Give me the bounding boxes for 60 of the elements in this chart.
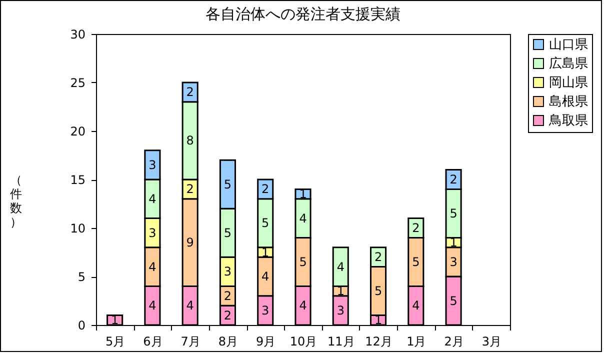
data-label: 8	[186, 134, 194, 148]
data-label: 3	[336, 303, 344, 318]
y-tick-label: 10	[70, 222, 86, 236]
legend-label: 岡山県	[549, 76, 588, 90]
legend-label: 鳥取県	[548, 114, 588, 128]
data-label: 2	[186, 85, 194, 100]
data-label: 5	[224, 177, 232, 192]
data-label: 2	[224, 288, 232, 303]
data-label: 4	[148, 298, 156, 313]
data-label: 4	[412, 298, 420, 313]
x-tick-label: 3月	[482, 334, 502, 348]
y-tick-label: 5	[78, 270, 86, 284]
y-tick-label: 15	[70, 173, 86, 187]
x-tick-label: 7月	[180, 334, 200, 348]
data-label: 3	[148, 226, 156, 240]
legend-label: 山口県	[549, 38, 588, 52]
data-label: 5	[450, 294, 458, 308]
data-label: 4	[186, 298, 194, 313]
legend-label: 島根県	[549, 94, 588, 110]
data-label: 2	[224, 308, 232, 322]
x-tick-label: 9月	[256, 334, 276, 348]
x-tick-label: 5月	[106, 334, 126, 348]
bar	[106, 314, 124, 326]
data-label: 2	[374, 250, 382, 264]
y-tick-label: 20	[70, 124, 86, 138]
x-tick-label: 2月	[444, 334, 464, 348]
data-label: 1	[262, 245, 270, 260]
data-label: 5	[299, 254, 307, 269]
data-label: 4	[299, 298, 307, 313]
data-label: 3	[224, 264, 232, 279]
x-tick-label: 8月	[218, 334, 238, 348]
data-label: 5	[262, 216, 270, 230]
data-label: 5	[450, 206, 458, 220]
data-label: 3	[450, 254, 458, 269]
data-label: 9	[186, 236, 194, 250]
x-tick-label: 10月	[290, 334, 318, 348]
data-label: 4	[148, 260, 156, 274]
y-tick-label: 25	[70, 76, 86, 90]
y-tick-label: 30	[70, 28, 86, 42]
x-tick-label: 12月	[365, 334, 392, 348]
data-label: 5	[374, 284, 382, 298]
y-tick-label: 0	[78, 318, 86, 332]
data-label: 4	[336, 260, 344, 274]
data-label: 3	[148, 158, 156, 172]
data-label: 5	[224, 226, 232, 240]
data-label: 2	[412, 221, 420, 235]
data-label: 3	[262, 303, 270, 318]
data-label: 2	[262, 182, 270, 196]
data-label: 2	[186, 182, 194, 196]
data-label: 4	[148, 192, 156, 206]
data-label: 4	[299, 211, 307, 226]
data-label: 5	[412, 254, 420, 269]
legend-label: 広島県	[549, 56, 588, 72]
chart-title: 各自治体への発注者支援実績	[206, 5, 400, 23]
x-tick-label: 11月	[327, 334, 355, 348]
data-label: 2	[450, 172, 458, 186]
y-axis-title: （件数）	[10, 173, 22, 229]
x-tick-label: 1月	[406, 334, 426, 348]
x-tick-label: 6月	[143, 334, 163, 348]
data-label: 4	[262, 270, 270, 284]
